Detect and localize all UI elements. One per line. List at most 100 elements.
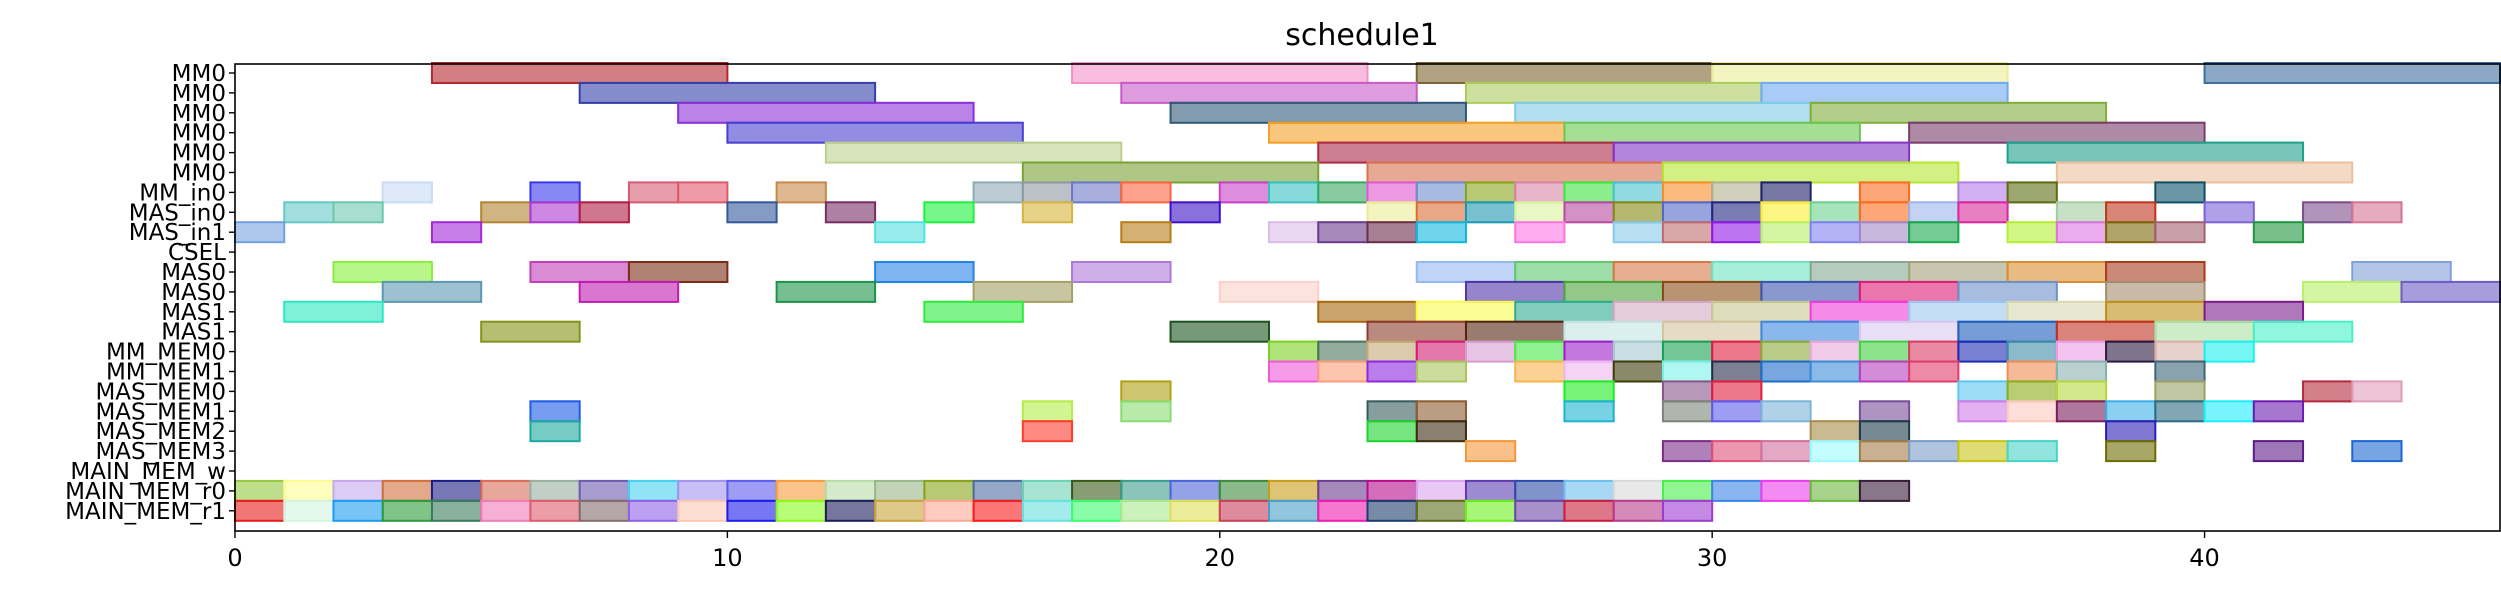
task-bar-mas1-140 [1169,320,1271,343]
task-bar-mm-in0-34 [1218,181,1271,204]
task-bar-mas-mem3-226 [1858,440,1911,463]
task-bar-main-mem-r1-284 [1071,499,1123,522]
task-bar-mm-in0-47 [1957,181,2009,204]
task-bar-mas-in0-50 [283,201,335,224]
task-bar-mm0-24 [2055,161,2354,184]
task-bar-mm0-19 [1612,141,1911,164]
task-bar-mm-mem1-176 [1563,360,1615,383]
task-bar-mas-mem1-197 [529,400,581,423]
task-bar-mm-mem0-163 [1858,340,1911,363]
task-bar-mas-in0-64 [1563,201,1615,224]
task-bar-mas-mem2-214 [529,420,581,443]
task-bar-mas-mem1-202 [1563,400,1615,423]
task-bar-main-mem-r0-263 [1711,479,1763,502]
task-bar-mm-in0-36 [1317,181,1369,204]
task-bar-mm-in0-46 [1858,181,1911,204]
task-bar-mas-in1-78 [234,221,286,244]
task-bar-mm-in0-43 [1661,181,1714,204]
task-bar-mas-mem1-212 [2203,400,2255,423]
task-bar-mm0-0 [430,62,729,84]
task-bar-mm-in0-38 [1415,181,1467,204]
task-bar-mm0-14 [1268,121,1566,144]
task-bar-main-mem-r1-286 [1169,499,1221,522]
task-bar-mas0-122 [1858,280,1960,303]
x-axis: 0 10 20 30 40 [227,531,2220,572]
task-bar-mm0-5 [578,81,877,104]
task-bar-mas-mem1-203 [1661,400,1714,423]
task-bar-main-mem-r1-295 [1612,499,1664,522]
task-bar-mas1-150 [2252,320,2354,343]
task-bar-mas-mem0-192 [2006,380,2058,403]
task-bar-mm0-6 [1120,81,1418,104]
y-tick-label: MAS_in0 [129,200,226,226]
task-bar-mm-mem0-165 [1957,340,2009,363]
task-bar-main-mem-r0-247 [923,479,975,502]
task-bar-mas-mem1-199 [1120,400,1172,423]
x-tick-label: 30 [1697,544,1728,572]
task-bar-mas1-127 [283,300,384,323]
task-bar-mm-mem1-182 [1858,360,1911,383]
y-tick-label: MAS0 [161,260,226,286]
task-bar-mas-mem1-210 [2105,400,2157,423]
task-bar-main-mem-r1-269 [332,499,384,522]
task-bar-main-mem-r0-254 [1268,479,1320,502]
task-bar-mas-mem0-189 [1661,380,1714,403]
task-bar-mas-mem1-204 [1711,400,1763,423]
task-bar-mas-mem3-232 [2351,440,2403,463]
task-bar-mm-mem1-178 [1661,360,1714,383]
task-bar-mm0-1 [1071,62,1369,84]
task-bar-mm-mem0-159 [1661,340,1714,363]
task-bar-mas-mem2-218 [1809,420,1861,443]
task-bar-mm0-10 [1169,101,1467,124]
task-bar-mm-in0-49 [2154,181,2206,204]
task-bar-mas-in0-73 [2055,201,2108,224]
task-bar-main-mem-r0-251 [1120,479,1172,502]
task-bar-mas0-100 [529,261,630,283]
y-tick-label: MM0 [172,161,226,187]
task-bar-mas-in1-79 [430,221,483,244]
task-bar-main-mem-r0-236 [381,479,433,502]
y-tick-label: MAS_MEM1 [95,399,226,425]
task-bar-main-mem-r1-282 [972,499,1024,522]
task-bar-mas-mem1-209 [2055,400,2108,423]
task-bar-mas0-123 [1957,280,2058,303]
x-tick-label: 20 [1205,544,1236,572]
task-bar-mm0-8 [1760,81,2009,104]
task-bar-mm-in0-41 [1563,181,1615,204]
task-bar-mas-in0-65 [1612,201,1664,224]
task-bar-mm-mem1-179 [1711,360,1763,383]
task-bar-main-mem-r0-240 [578,479,630,502]
task-bar-main-mem-r0-265 [1809,479,1861,502]
task-bar-mas-in0-63 [1514,201,1566,224]
task-bar-mm0-22 [1366,161,1664,184]
task-bar-mas-in0-60 [1366,201,1418,224]
task-bar-main-mem-r1-292 [1464,499,1517,522]
task-bar-mas1-148 [2055,320,2157,343]
task-bar-mas0-116 [972,280,1074,303]
task-bar-mas-in0-62 [1464,201,1517,224]
task-bar-mas-in0-72 [1957,201,2009,224]
task-bar-mm-mem1-172 [1317,360,1369,383]
task-bar-mas0-117 [1218,280,1320,303]
task-bar-mas-in1-93 [1908,221,1960,244]
task-bar-mm-in0-37 [1366,181,1418,204]
task-bar-mas1-145 [1760,320,1861,343]
x-tick-label: 10 [712,544,743,572]
task-bar-mas1-149 [2154,320,2255,343]
task-bar-mas1-132 [1612,300,1714,323]
task-bar-mm-mem0-158 [1612,340,1664,363]
task-bar-mm0-4 [2203,62,2501,84]
plot-frame [234,63,2501,532]
task-bar-mas-in0-69 [1809,201,1861,224]
task-bar-mas-mem2-219 [1858,420,1911,443]
y-tick-label: MAIN_MEM_w [70,459,226,485]
task-bar-mas-mem3-225 [1809,440,1861,463]
task-bar-mas-mem1-198 [1021,400,1074,423]
task-bar-main-mem-r0-258 [1464,479,1517,502]
task-bar-mm-mem1-177 [1612,360,1664,383]
task-bar-main-mem-r1-277 [726,499,778,522]
task-bar-mm-mem1-171 [1268,360,1320,383]
task-bar-mas-mem2-217 [1415,420,1467,443]
task-bar-mas-in1-98 [2252,221,2305,244]
y-axis-labels: MM0MM0MM0MM0MM0MM0MM_in0MAS_in0MAS_in1CS… [65,61,235,525]
